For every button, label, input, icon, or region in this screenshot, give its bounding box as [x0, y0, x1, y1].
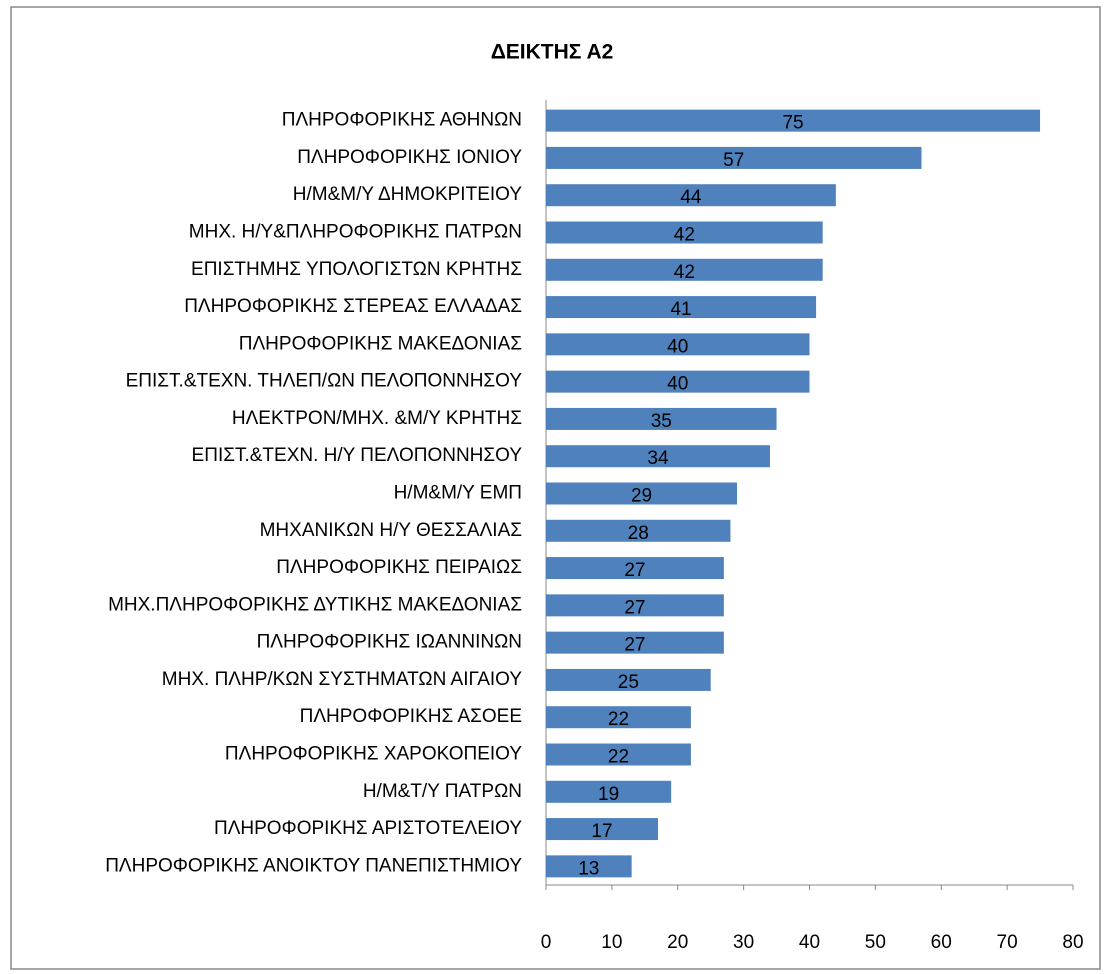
y-tick-label: ΜΗΧ. ΠΛΗΡ/ΚΩΝ ΣΥΣΤΗΜΑΤΩΝ ΑΙΓΑΙΟΥ	[162, 669, 523, 690]
y-tick-label: ΕΠΙΣΤ.&ΤΕΧΝ. Η/Υ ΠΕΛΟΠΟΝΝΗΣΟΥ	[192, 445, 523, 466]
x-tick-label: 20	[667, 932, 688, 953]
data-label: 41	[670, 299, 691, 320]
data-label: 44	[680, 187, 702, 208]
data-label: 42	[674, 262, 695, 283]
bar	[546, 221, 823, 244]
bar	[546, 184, 836, 207]
bar	[546, 706, 691, 729]
data-label: 57	[723, 150, 744, 171]
bar	[546, 743, 691, 766]
data-label: 35	[651, 411, 672, 432]
x-tick-label: 40	[799, 932, 820, 953]
bar	[546, 855, 632, 878]
y-tick-label: ΠΛΗΡΟΦΟΡΙΚΗΣ ΑΣΟΕΕ	[300, 706, 522, 727]
y-tick-label: Η/Μ&Μ/Υ ΔΗΜΟΚΡΙΤΕΙΟΥ	[293, 184, 523, 205]
y-tick-label: ΕΠΙΣΤΗΜΗΣ ΥΠΟΛΟΓΙΣΤΩΝ ΚΡΗΤΗΣ	[191, 259, 522, 280]
data-label: 28	[628, 523, 649, 544]
data-label: 40	[667, 336, 688, 357]
y-tick-label: ΜΗΧ. Η/Υ&ΠΛΗΡΟΦΟΡΙΚΗΣ ΠΑΤΡΩΝ	[189, 222, 522, 243]
data-label: 27	[624, 560, 645, 581]
y-tick-label: ΠΛΗΡΟΦΟΡΙΚΗΣ ΧΑΡΟΚΟΠΕΙΟΥ	[225, 744, 522, 765]
bar	[546, 146, 922, 169]
bar	[546, 780, 672, 803]
data-label: 27	[624, 635, 645, 656]
data-label: 22	[608, 747, 629, 768]
y-tick-label: Η/Μ&Τ/Υ ΠΑΤΡΩΝ	[363, 781, 522, 802]
y-tick-label: ΠΛΗΡΟΦΟΡΙΚΗΣ ΙΟΝΙΟΥ	[297, 147, 522, 168]
bar	[546, 370, 810, 393]
data-label: 17	[591, 821, 612, 842]
bar	[546, 631, 724, 654]
x-tick-label: 50	[865, 932, 886, 953]
y-tick-label: ΠΛΗΡΟΦΟΡΙΚΗΣ ΠΕΙΡΑΙΩΣ	[276, 557, 522, 578]
bar	[546, 296, 817, 319]
y-tick-label: ΕΠΙΣΤ.&ΤΕΧΝ. ΤΗΛΕΠ/ΩΝ ΠΕΛΟΠΟΝΝΗΣΟΥ	[126, 371, 523, 392]
bar	[546, 519, 731, 542]
bar	[546, 557, 724, 580]
x-tick-label: 0	[541, 932, 552, 953]
data-label: 34	[647, 448, 669, 469]
y-tick-label: ΠΛΗΡΟΦΟΡΙΚΗΣ ΑΝΟΙΚΤΟΥ ΠΑΝΕΠΙΣΤΗΜΙΟΥ	[105, 855, 522, 876]
data-label: 29	[631, 486, 652, 507]
data-label: 42	[674, 225, 695, 246]
y-tick-label: ΗΛΕΚΤΡΟΝ/ΜΗΧ. &Μ/Υ ΚΡΗΤΗΣ	[232, 408, 522, 429]
data-label: 27	[624, 597, 645, 618]
data-label: 75	[782, 113, 803, 134]
y-tick-label: Η/Μ&Μ/Υ ΕΜΠ	[394, 483, 522, 504]
x-tick-label: 80	[1062, 932, 1083, 953]
bar	[546, 668, 711, 691]
y-tick-label: ΠΛΗΡΟΦΟΡΙΚΗΣ ΣΤΕΡΕΑΣ ΕΛΛΑΔΑΣ	[184, 296, 522, 317]
chart-title: ΔΕΙΚΤΗΣ Α2	[491, 41, 614, 64]
bar	[546, 818, 658, 841]
bar	[546, 333, 810, 356]
x-tick-label: 30	[733, 932, 754, 953]
y-tick-label: ΜΗΧΑΝΙΚΩΝ Η/Υ ΘΕΣΣΑΛΙΑΣ	[260, 520, 522, 541]
bar	[546, 407, 777, 430]
data-label: 25	[618, 672, 639, 693]
bar	[546, 258, 823, 281]
x-tick-label: 10	[601, 932, 622, 953]
bar	[546, 445, 770, 468]
data-label: 19	[598, 784, 619, 805]
x-tick-label: 70	[997, 932, 1018, 953]
y-tick-label: ΠΛΗΡΟΦΟΡΙΚΗΣ ΜΑΚΕΔΟΝΙΑΣ	[239, 333, 522, 354]
bar	[546, 109, 1041, 132]
data-label: 13	[578, 858, 599, 879]
data-label: 22	[608, 709, 629, 730]
y-tick-label: ΠΛΗΡΟΦΟΡΙΚΗΣ ΑΡΙΣΤΟΤΕΛΕΙΟΥ	[214, 818, 522, 839]
data-label: 40	[667, 374, 688, 395]
bar	[546, 594, 724, 617]
y-tick-label: ΠΛΗΡΟΦΟΡΙΚΗΣ ΙΩΑΝΝΙΝΩΝ	[257, 632, 522, 653]
y-tick-label: ΜΗΧ.ΠΛΗΡΟΦΟΡΙΚΗΣ ΔΥΤΙΚΗΣ ΜΑΚΕΔΟΝΙΑΣ	[108, 594, 522, 615]
y-tick-label: ΠΛΗΡΟΦΟΡΙΚΗΣ ΑΘΗΝΩΝ	[282, 110, 522, 131]
x-tick-label: 60	[931, 932, 952, 953]
bar	[546, 482, 738, 505]
